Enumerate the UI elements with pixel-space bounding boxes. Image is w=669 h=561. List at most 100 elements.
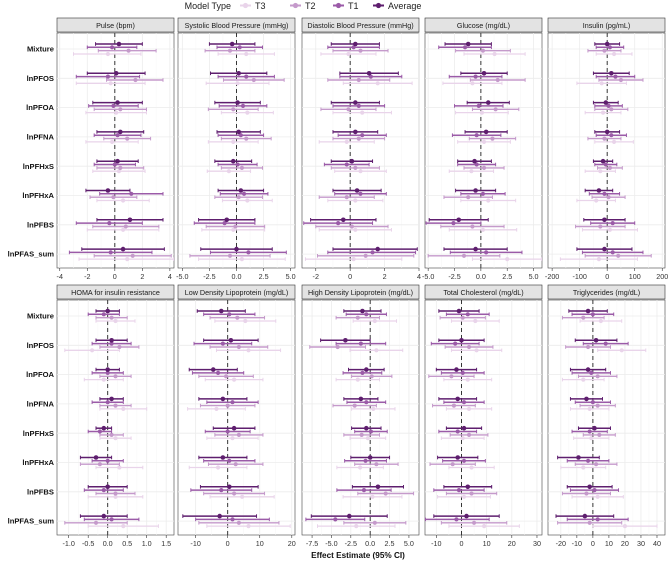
x-tick-label: 2.5 xyxy=(259,272,269,281)
point-estimate-lnpfhxa-t1 xyxy=(241,191,247,196)
point-estimate-lnpfas-sum-t3 xyxy=(239,257,245,262)
row-label-lnpfna: lnPFNA xyxy=(27,400,55,409)
point-estimate-lnpfoa-t2 xyxy=(223,374,229,379)
point-estimate-lnpfas-sum-t2 xyxy=(616,253,621,258)
point-estimate-lnpfhxa-average xyxy=(367,455,373,460)
panel-strip xyxy=(301,17,420,33)
point-estimate-lnpfoa-average xyxy=(485,100,491,105)
point-estimate-lnpfhxs-t1 xyxy=(112,162,117,167)
point-estimate-lnpfhxs-t2 xyxy=(597,432,602,437)
panel-title: Triglycerides (mg/dL) xyxy=(573,288,640,297)
x-tick-label: 4 xyxy=(168,272,172,281)
point-estimate-lnpfna-average xyxy=(109,396,114,402)
point-estimate-lnpfas-sum-t2 xyxy=(236,520,242,525)
point-estimate-lnpfna-t3 xyxy=(611,139,617,144)
point-estimate-lnpfos-average xyxy=(593,338,599,343)
point-estimate-lnpfoa-t1 xyxy=(105,370,110,375)
point-estimate-mixture-t2 xyxy=(581,315,586,320)
point-estimate-lnpfhxa-t3 xyxy=(120,198,126,203)
point-estimate-lnpfhxs-t3 xyxy=(598,169,603,174)
point-estimate-lnpfbs-t2 xyxy=(469,491,474,496)
panel-strip xyxy=(424,17,543,33)
point-estimate-lnpfhxs-t1 xyxy=(455,429,460,434)
point-estimate-lnpfhxs-t2 xyxy=(118,165,123,170)
row-label-lnpfos: lnPFOS xyxy=(27,341,54,350)
point-estimate-lnpfos-t1 xyxy=(105,74,111,79)
point-estimate-mixture-t2 xyxy=(109,315,114,320)
point-estimate-lnpfos-t2 xyxy=(466,344,472,350)
row-label-lnpfhxs: lnPFHxS xyxy=(23,162,54,171)
point-estimate-lnpfas-sum-t1 xyxy=(370,250,375,255)
point-estimate-lnpfos-t1 xyxy=(220,341,225,346)
point-estimate-lnpfhxa-average xyxy=(93,455,99,460)
point-estimate-lnpfna-t1 xyxy=(230,400,235,405)
point-estimate-mixture-t2 xyxy=(355,315,360,320)
point-estimate-lnpfos-t3 xyxy=(470,81,475,86)
point-estimate-lnpfos-average xyxy=(459,338,464,343)
point-estimate-lnpfna-average xyxy=(483,129,489,135)
point-estimate-lnpfna-t2 xyxy=(352,403,357,408)
point-estimate-lnpfhxa-t3 xyxy=(581,465,586,470)
point-estimate-lnpfos-average xyxy=(481,71,487,76)
point-estimate-lnpfos-t1 xyxy=(613,74,618,79)
point-estimate-lnpfas-sum-t2 xyxy=(93,520,99,525)
legend-item-t1: T1 xyxy=(333,1,359,11)
point-estimate-lnpfoa-t2 xyxy=(493,107,498,112)
point-estimate-lnpfna-t1 xyxy=(364,400,369,405)
point-estimate-mixture-average xyxy=(585,308,591,314)
panel-title: HOMA for insulin resistance xyxy=(71,288,160,297)
point-estimate-mixture-t1 xyxy=(351,45,356,50)
point-estimate-lnpfhxs-t3 xyxy=(358,169,363,174)
point-estimate-lnpfhxa-t1 xyxy=(585,458,591,463)
point-estimate-lnpfhxs-t2 xyxy=(607,165,613,170)
point-estimate-lnpfhxa-t2 xyxy=(344,195,349,200)
point-estimate-mixture-average xyxy=(229,41,235,47)
point-estimate-mixture-t2 xyxy=(602,48,607,53)
point-estimate-lnpfoa-t3 xyxy=(231,377,237,382)
point-estimate-lnpfas-sum-average xyxy=(234,246,239,252)
point-estimate-mixture-t1 xyxy=(465,312,470,317)
legend-item-average: Average xyxy=(373,1,421,11)
point-estimate-lnpfos-t1 xyxy=(109,341,114,346)
x-tick-label: -20 xyxy=(556,539,566,548)
point-estimate-lnpfbs-average xyxy=(375,484,381,490)
point-estimate-lnpfbs-t2 xyxy=(598,224,603,229)
x-tick-label: 5.0 xyxy=(529,272,539,281)
row-label-mixture: Mixture xyxy=(27,45,54,54)
point-estimate-lnpfas-sum-average xyxy=(473,246,478,252)
panel-high-density-lipoprotein-mg-dl: High Density Lipoprotein (mg/dL) -7.5 -5.0… xyxy=(301,284,420,548)
point-estimate-lnpfhxs-average xyxy=(230,158,236,164)
point-estimate-lnpfna-t3 xyxy=(121,406,126,411)
x-tick-label: 0.0 xyxy=(476,272,486,281)
point-estimate-lnpfhxa-average xyxy=(220,455,226,460)
point-estimate-lnpfos-average xyxy=(228,338,234,343)
point-estimate-lnpfbs-t3 xyxy=(595,494,600,499)
panel-background xyxy=(424,32,543,269)
x-tick-label: -10 xyxy=(572,539,582,548)
row-labels: Mixture lnPFOS lnPFOA lnPFNA lnPFHxS lnPFHxA l… xyxy=(8,45,55,526)
point-estimate-lnpfos-t2 xyxy=(236,344,242,350)
point-estimate-lnpfhxs-t1 xyxy=(344,162,349,167)
x-tick-label: -200 xyxy=(545,272,559,281)
point-estimate-lnpfbs-t2 xyxy=(383,491,388,496)
x-tick-label: 0 xyxy=(226,539,230,548)
point-estimate-lnpfhxs-average xyxy=(115,158,120,164)
point-estimate-lnpfoa-t1 xyxy=(111,103,116,108)
point-estimate-lnpfhxa-average xyxy=(105,188,111,193)
panel-strip xyxy=(56,284,175,300)
point-estimate-lnpfhxs-t2 xyxy=(109,432,114,437)
point-estimate-mixture-t1 xyxy=(237,45,242,50)
point-estimate-lnpfhxs-t1 xyxy=(603,162,608,167)
point-estimate-lnpfos-t3 xyxy=(474,348,479,353)
point-estimate-lnpfhxa-t2 xyxy=(466,195,471,200)
point-estimate-lnpfoa-t2 xyxy=(369,374,374,379)
row-label-lnpfoa: lnPFOA xyxy=(26,370,54,379)
point-estimate-lnpfhxa-t2 xyxy=(606,195,611,200)
point-estimate-lnpfna-average xyxy=(455,396,461,402)
point-estimate-lnpfhxs-average xyxy=(231,425,237,431)
point-estimate-lnpfhxs-average xyxy=(461,425,467,431)
point-estimate-lnpfna-average xyxy=(358,396,364,402)
point-estimate-lnpfas-sum-t2 xyxy=(227,253,233,258)
panel-insulin-pg-ml: Insulin (pg/mL) -200 -100 0 100 200 xyxy=(545,17,668,281)
